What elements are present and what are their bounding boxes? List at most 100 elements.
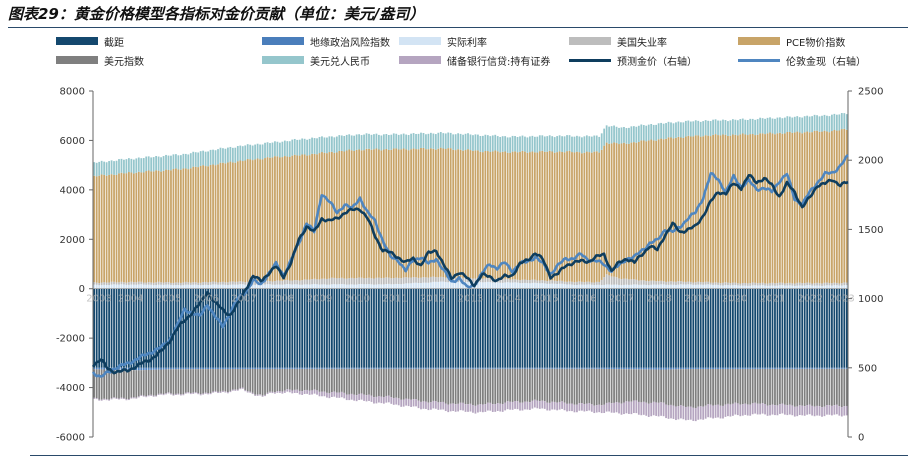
legend-item: PCE物价指数	[738, 34, 845, 49]
bar-segment	[266, 280, 269, 285]
left-tick-label: -4000	[56, 383, 85, 394]
bar-segment	[105, 282, 108, 286]
bar-segment	[177, 369, 180, 394]
bar-segment	[796, 406, 799, 417]
bar-segment	[484, 282, 487, 289]
bar-segment	[677, 406, 680, 420]
bar-segment	[189, 284, 192, 289]
bar-segment	[684, 281, 687, 285]
bar-segment	[447, 148, 450, 278]
bar-segment	[667, 405, 670, 419]
bar-segment	[699, 282, 702, 285]
bar-segment	[736, 368, 739, 404]
bar-segment	[647, 285, 650, 289]
bar-segment	[620, 285, 623, 289]
bar-segment	[637, 125, 640, 142]
bar-segment	[152, 367, 155, 370]
bar-segment	[628, 143, 630, 280]
bar-segment	[603, 277, 606, 285]
bar-segment	[650, 139, 653, 281]
bar-segment	[504, 402, 507, 411]
bar-segment	[328, 288, 331, 368]
bar-segment	[459, 133, 462, 150]
bar-segment	[729, 404, 732, 417]
bar-segment	[182, 282, 185, 286]
bar-segment	[786, 288, 789, 368]
legend-item: 地缘政治风险指数	[262, 34, 390, 49]
right-tick-label: 0	[858, 433, 864, 444]
bar-segment	[293, 138, 296, 155]
bar-segment	[368, 133, 370, 149]
bar-segment	[239, 288, 242, 368]
bar-segment	[548, 367, 551, 369]
bar-segment	[333, 391, 336, 397]
bar-segment	[167, 367, 170, 370]
bar-segment	[811, 288, 813, 368]
bar-segment	[845, 114, 848, 130]
bar-segment	[791, 367, 794, 369]
bar-segment	[623, 126, 625, 143]
bar-segment	[207, 367, 209, 370]
bar-segment	[313, 278, 316, 284]
bar-segment	[400, 367, 403, 369]
bar-segment	[343, 284, 346, 289]
bar-segment	[172, 169, 175, 283]
bar-segment	[496, 136, 499, 152]
bar-segment	[291, 139, 294, 156]
bar-segment	[415, 149, 417, 278]
bar-segment	[427, 368, 430, 403]
bar-segment	[410, 133, 412, 150]
bar-segment	[147, 170, 150, 283]
bar-segment	[598, 368, 601, 405]
bar-segment	[207, 282, 209, 286]
bar-segment	[172, 154, 175, 169]
bar-segment	[422, 147, 425, 278]
bar-segment	[548, 280, 551, 284]
bar-segment	[526, 137, 529, 153]
bar-segment	[521, 368, 524, 403]
bar-segment	[657, 402, 660, 417]
bar-segment	[254, 394, 257, 396]
bar-segment	[687, 135, 690, 282]
bar-segment	[781, 118, 784, 134]
bar-segment	[620, 369, 623, 404]
bar-segment	[662, 139, 665, 282]
bar-segment	[707, 120, 710, 136]
bar-segment	[538, 288, 541, 368]
bar-segment	[816, 115, 818, 131]
bar-segment	[630, 284, 633, 289]
bar-segment	[103, 282, 106, 285]
bar-segment	[118, 173, 120, 283]
legend-swatch	[262, 56, 304, 64]
bar-segment	[184, 392, 187, 394]
bar-segment	[756, 288, 759, 368]
bar-segment	[387, 288, 390, 368]
bar-segment	[788, 285, 791, 289]
bar-segment	[125, 288, 128, 368]
bar-segment	[368, 368, 370, 395]
x-tick-label: 2021	[760, 294, 785, 305]
legend-item: 实际利率	[399, 34, 487, 49]
bar-segment	[793, 285, 796, 289]
bar-segment	[335, 367, 338, 369]
bar-segment	[363, 278, 365, 285]
bar-segment	[464, 367, 467, 369]
bar-segment	[333, 368, 336, 392]
bar-segment	[566, 403, 568, 412]
bar-segment	[454, 150, 457, 278]
bar-segment	[581, 368, 583, 404]
bar-segment	[256, 143, 259, 159]
bar-segment	[462, 288, 464, 368]
bar-segment	[123, 397, 125, 399]
bar-segment	[375, 277, 378, 285]
bar-segment	[209, 164, 212, 282]
bar-segment	[462, 277, 464, 282]
bar-segment	[397, 284, 400, 289]
bar-segment	[811, 405, 813, 416]
bar-segment	[843, 113, 846, 129]
bar-segment	[801, 117, 804, 134]
bar-segment	[526, 368, 529, 402]
bar-segment	[618, 127, 620, 145]
bar-segment	[558, 280, 561, 284]
bar-segment	[835, 404, 838, 415]
